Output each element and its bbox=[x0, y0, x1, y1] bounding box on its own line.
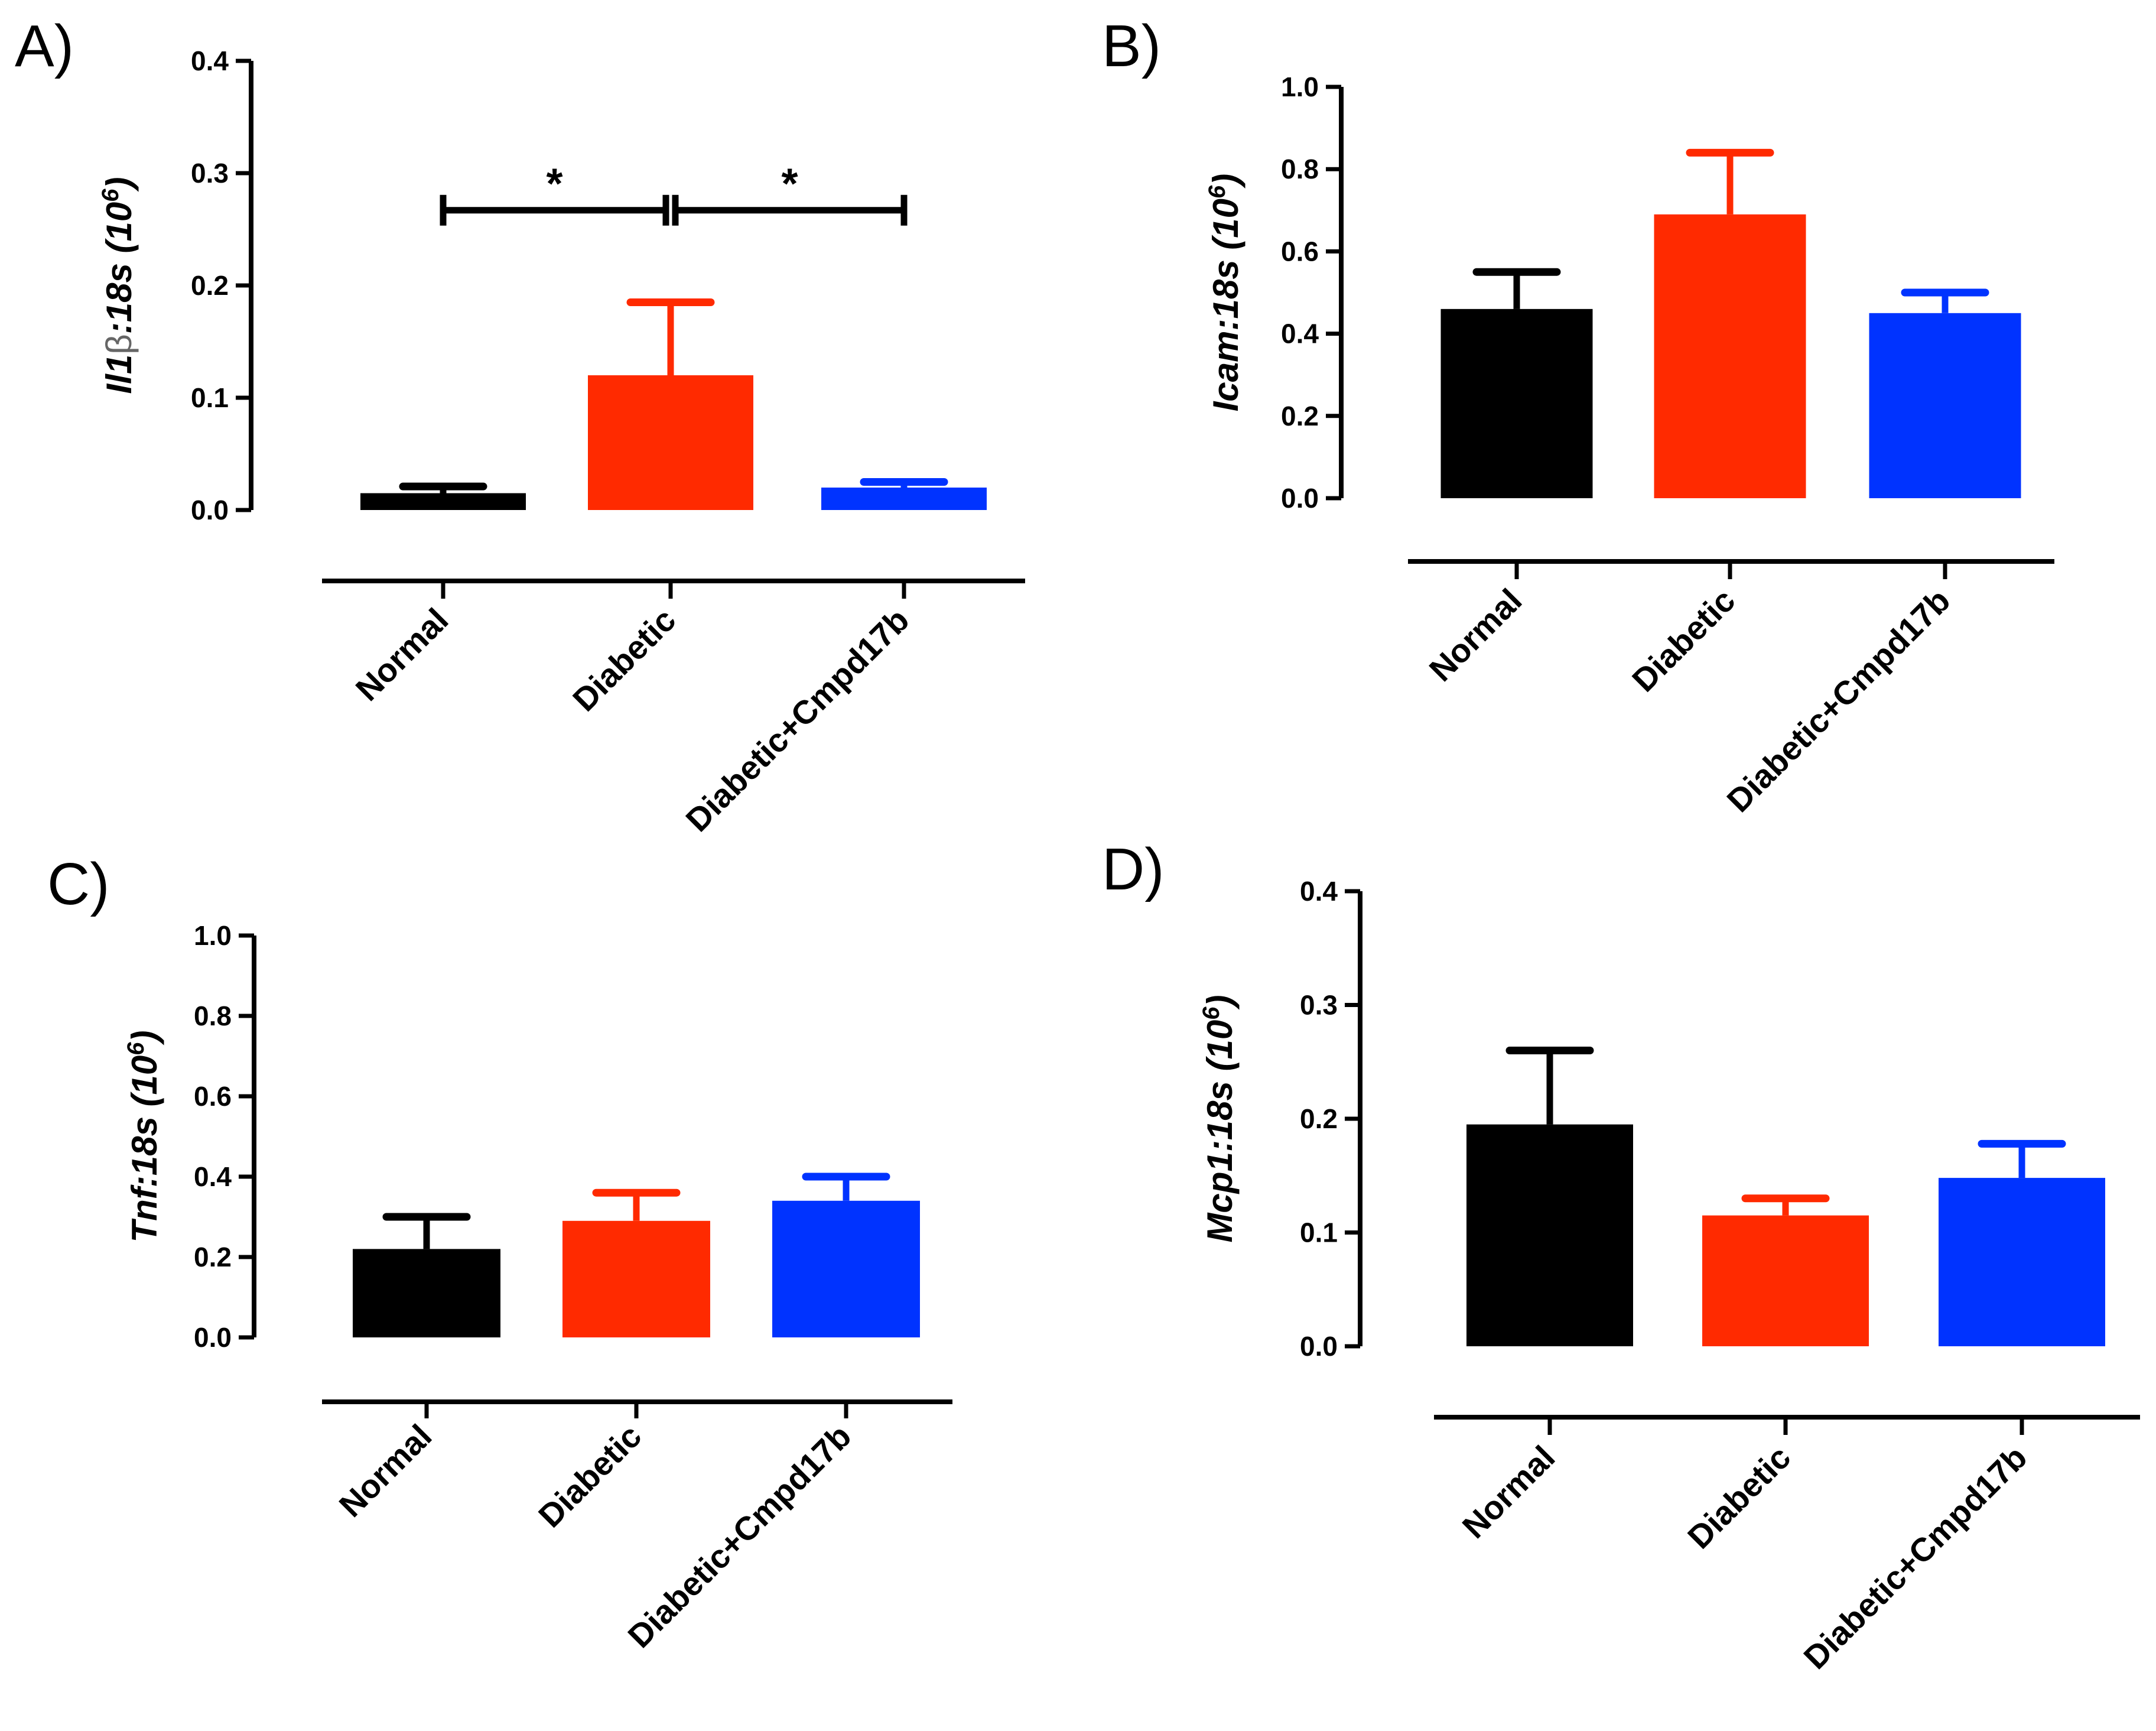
y-axis-title: Tnf:18s (106) bbox=[123, 1031, 164, 1243]
y-tick-label: 0.6 bbox=[194, 1081, 232, 1112]
x-tick-label: Diabetic bbox=[1680, 1438, 1798, 1556]
y-tick-label: 0.2 bbox=[1281, 401, 1319, 431]
panel-d: D) 0.0 0.1 0.2 0.3 0.4 Mcp1:18s (106) Normal Dia… bbox=[1102, 836, 2140, 1676]
x-tick-label: Diabetic+Cmpd17b bbox=[678, 601, 916, 839]
y-title-text: Il1 bbox=[99, 355, 139, 394]
y-tick-label: 0.4 bbox=[1300, 876, 1338, 907]
y-title-superscript: 6 bbox=[97, 189, 123, 202]
y-title-superscript: 6 bbox=[123, 1042, 149, 1056]
y-tick-label: 0.2 bbox=[194, 1242, 232, 1272]
bar-diabetic bbox=[1702, 1215, 1869, 1346]
x-tick-label: Normal bbox=[332, 1417, 439, 1524]
y-title-superscript: 6 bbox=[1198, 1006, 1224, 1020]
significance-bracket: * bbox=[672, 161, 908, 226]
y-tick-label: 0.6 bbox=[1281, 236, 1319, 267]
x-tick-label: Diabetic+Cmpd17b bbox=[1796, 1438, 2034, 1676]
bar-diabetic bbox=[588, 375, 753, 510]
x-tick-label: Normal bbox=[1455, 1438, 1562, 1545]
y-axis-title: Il1β:18s (106) bbox=[97, 177, 139, 394]
y-title-symbol: β bbox=[99, 334, 139, 355]
significance-star: * bbox=[546, 161, 562, 208]
bar-diabetic-cmpd17b bbox=[1939, 1178, 2105, 1346]
y-tick-label: 0.4 bbox=[1281, 319, 1319, 349]
panel-b: B) 0.0 0.2 0.4 0.6 0.8 1.0 Icam:18s (106) Normal… bbox=[1102, 13, 2054, 819]
y-tick-label: 1.0 bbox=[1281, 72, 1319, 102]
x-tick-label: Normal bbox=[1422, 582, 1529, 688]
panel-letter: C) bbox=[47, 851, 110, 917]
bar-diabetic-cmpd17b bbox=[821, 488, 987, 510]
bar-normal bbox=[360, 493, 526, 510]
y-tick-label: 0.1 bbox=[1300, 1217, 1338, 1248]
bar-normal bbox=[1440, 308, 1593, 498]
bar-diabetic-cmpd17b bbox=[772, 1200, 920, 1337]
y-tick-label: 0.2 bbox=[1300, 1103, 1338, 1134]
bar-diabetic bbox=[562, 1220, 710, 1337]
y-title-text: Icam:18s (10 bbox=[1206, 199, 1246, 411]
x-tick-label: Diabetic bbox=[565, 601, 683, 719]
bar-diabetic-cmpd17b bbox=[1869, 313, 2021, 498]
y-tick-label: 0.0 bbox=[194, 1322, 232, 1353]
y-title-text: Tnf:18s (10 bbox=[125, 1056, 164, 1243]
significance-bracket: * bbox=[440, 161, 669, 226]
panel-letter: B) bbox=[1102, 13, 1161, 79]
panel-c: C) 0.0 0.2 0.4 0.6 0.8 1.0 Tnf:18s (106) Normal D… bbox=[47, 851, 952, 1655]
y-tick-label: 0.1 bbox=[191, 382, 229, 413]
bar-diabetic bbox=[1654, 214, 1806, 498]
y-axis-title: Icam:18s (106) bbox=[1204, 174, 1246, 411]
x-tick-label: Diabetic bbox=[1625, 582, 1742, 699]
y-tick-label: 0.8 bbox=[194, 1001, 232, 1031]
y-tick-label: 0.3 bbox=[191, 158, 229, 189]
y-axis-title: Mcp1:18s (106) bbox=[1198, 995, 1240, 1242]
y-tick-label: 0.8 bbox=[1281, 154, 1319, 184]
y-tick-label: 1.0 bbox=[194, 920, 232, 951]
x-tick-label: Normal bbox=[349, 601, 456, 708]
x-tick-label: Diabetic+Cmpd17b bbox=[620, 1417, 858, 1655]
y-title-text: :18s (10 bbox=[99, 202, 139, 334]
y-tick-label: 0.3 bbox=[1300, 990, 1338, 1021]
bar-normal bbox=[1466, 1124, 1633, 1346]
y-title-text: Mcp1:18s (10 bbox=[1200, 1020, 1240, 1243]
y-title-superscript: 6 bbox=[1204, 185, 1230, 199]
bar-normal bbox=[353, 1249, 500, 1337]
y-tick-label: 0.0 bbox=[1300, 1331, 1338, 1362]
x-tick-label: Diabetic bbox=[531, 1417, 649, 1535]
x-tick-label: Diabetic+Cmpd17b bbox=[1719, 582, 1957, 819]
y-tick-label: 0.0 bbox=[1281, 483, 1319, 514]
y-tick-label: 0.4 bbox=[191, 46, 229, 76]
significance-star: * bbox=[781, 161, 798, 208]
panel-letter: A) bbox=[15, 13, 74, 79]
panel-a: A) 0.0 0.1 0.2 0.3 0.4 Il1β:18s (106) Normal Dia… bbox=[15, 13, 1025, 839]
panel-letter: D) bbox=[1102, 836, 1165, 902]
y-tick-label: 0.0 bbox=[191, 495, 229, 525]
y-tick-label: 0.4 bbox=[194, 1161, 232, 1192]
y-tick-label: 0.2 bbox=[191, 270, 229, 301]
